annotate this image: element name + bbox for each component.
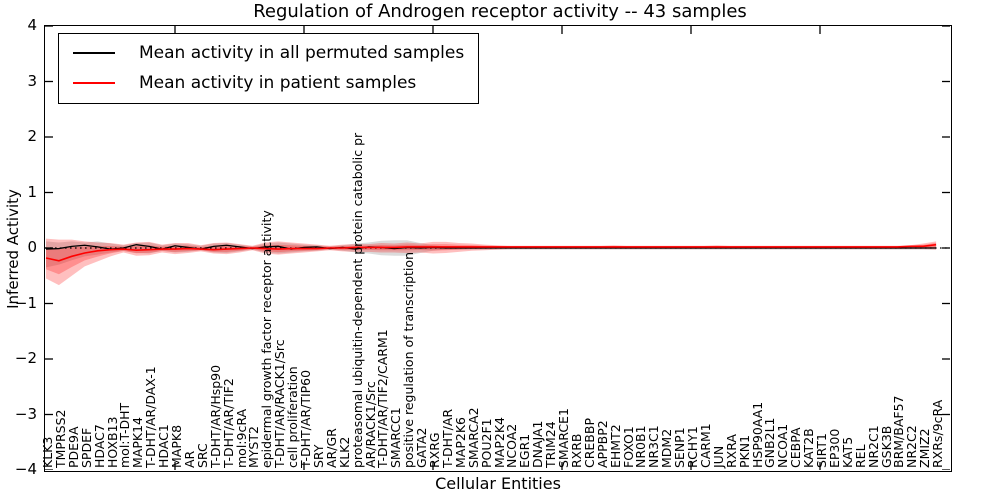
legend-line-patient-icon bbox=[73, 82, 115, 84]
x-axis-label: Cellular Entities bbox=[435, 474, 561, 493]
tick-marks bbox=[45, 26, 950, 470]
x-tick-label: SRY bbox=[310, 444, 326, 468]
x-tick-label: NR2C1 bbox=[865, 425, 881, 468]
patient-band bbox=[46, 238, 937, 286]
x-tick-label: POU2F1 bbox=[478, 418, 494, 468]
x-tick-label: HDAC7 bbox=[91, 424, 107, 468]
x-tick-label: TMPRSS2 bbox=[52, 409, 68, 468]
y-tick-label: 3 bbox=[27, 71, 37, 90]
y-tick-label: −4 bbox=[14, 460, 37, 478]
x-tick-label: AR bbox=[181, 450, 197, 468]
legend-label-patient: Mean activity in patient samples bbox=[139, 73, 417, 93]
y-tick-label: 4 bbox=[27, 16, 37, 34]
legend-line-permuted-icon bbox=[73, 52, 115, 54]
x-tick-label: T-DHT/AR/Hsp90 bbox=[207, 364, 223, 468]
x-tick-label: EHMT2 bbox=[607, 424, 623, 468]
legend-item-permuted: Mean activity in all permuted samples bbox=[73, 43, 464, 63]
patient-band-inner bbox=[46, 242, 937, 275]
legend-label-permuted: Mean activity in all permuted samples bbox=[139, 43, 465, 63]
x-tick-label: proteasomal ubiquitin-dependent protein … bbox=[349, 132, 365, 468]
y-tick-label: 0 bbox=[27, 238, 37, 256]
y-tick-label: 1 bbox=[27, 182, 37, 201]
x-tick-label: APPBP2 bbox=[594, 420, 610, 468]
y-tick-label: −2 bbox=[14, 349, 37, 367]
x-tick-label: T-DHT/AR bbox=[439, 408, 455, 468]
x-tick-label: KLK2 bbox=[336, 436, 352, 468]
x-tick-label: CREBBP bbox=[581, 418, 597, 468]
x-tick-label: EP300 bbox=[826, 428, 842, 468]
x-tick-label: JUN bbox=[710, 445, 726, 468]
x-tick-label: RXRs/9cRA bbox=[930, 399, 946, 468]
legend-item-patient: Mean activity in patient samples bbox=[73, 73, 464, 93]
chart-title: Regulation of Androgen receptor activity… bbox=[253, 1, 747, 22]
plot-area: Mean activity in all permuted samples Me… bbox=[40, 25, 952, 472]
plot-canvas bbox=[45, 26, 950, 470]
y-tick-label: −3 bbox=[14, 404, 37, 423]
y-tick-label: −1 bbox=[14, 293, 37, 312]
x-tick-label: RXRA bbox=[723, 434, 739, 468]
x-tick-label: CARM1 bbox=[697, 423, 713, 468]
x-tick-label: PKN1 bbox=[736, 434, 752, 468]
x-tick-label: REL bbox=[852, 444, 868, 468]
patient-mean-line bbox=[45, 243, 937, 262]
legend: Mean activity in all permuted samples Me… bbox=[58, 33, 480, 104]
x-tick-label: SRC bbox=[194, 443, 210, 468]
x-tick-label: MAP2K6 bbox=[452, 417, 468, 468]
x-tick-label: SMARCA2 bbox=[465, 407, 481, 468]
x-tick-label: SPDEF bbox=[78, 427, 94, 468]
x-tick-label: KAT5 bbox=[839, 436, 855, 468]
x-tick-label: T-DHT/AR/TIF2 bbox=[220, 378, 236, 468]
x-tick-label: AR/GR bbox=[323, 428, 339, 468]
y-tick-label: 2 bbox=[27, 127, 37, 145]
x-tick-label: RXRB bbox=[568, 433, 584, 468]
x-tick-label: PDE9A bbox=[65, 426, 81, 468]
